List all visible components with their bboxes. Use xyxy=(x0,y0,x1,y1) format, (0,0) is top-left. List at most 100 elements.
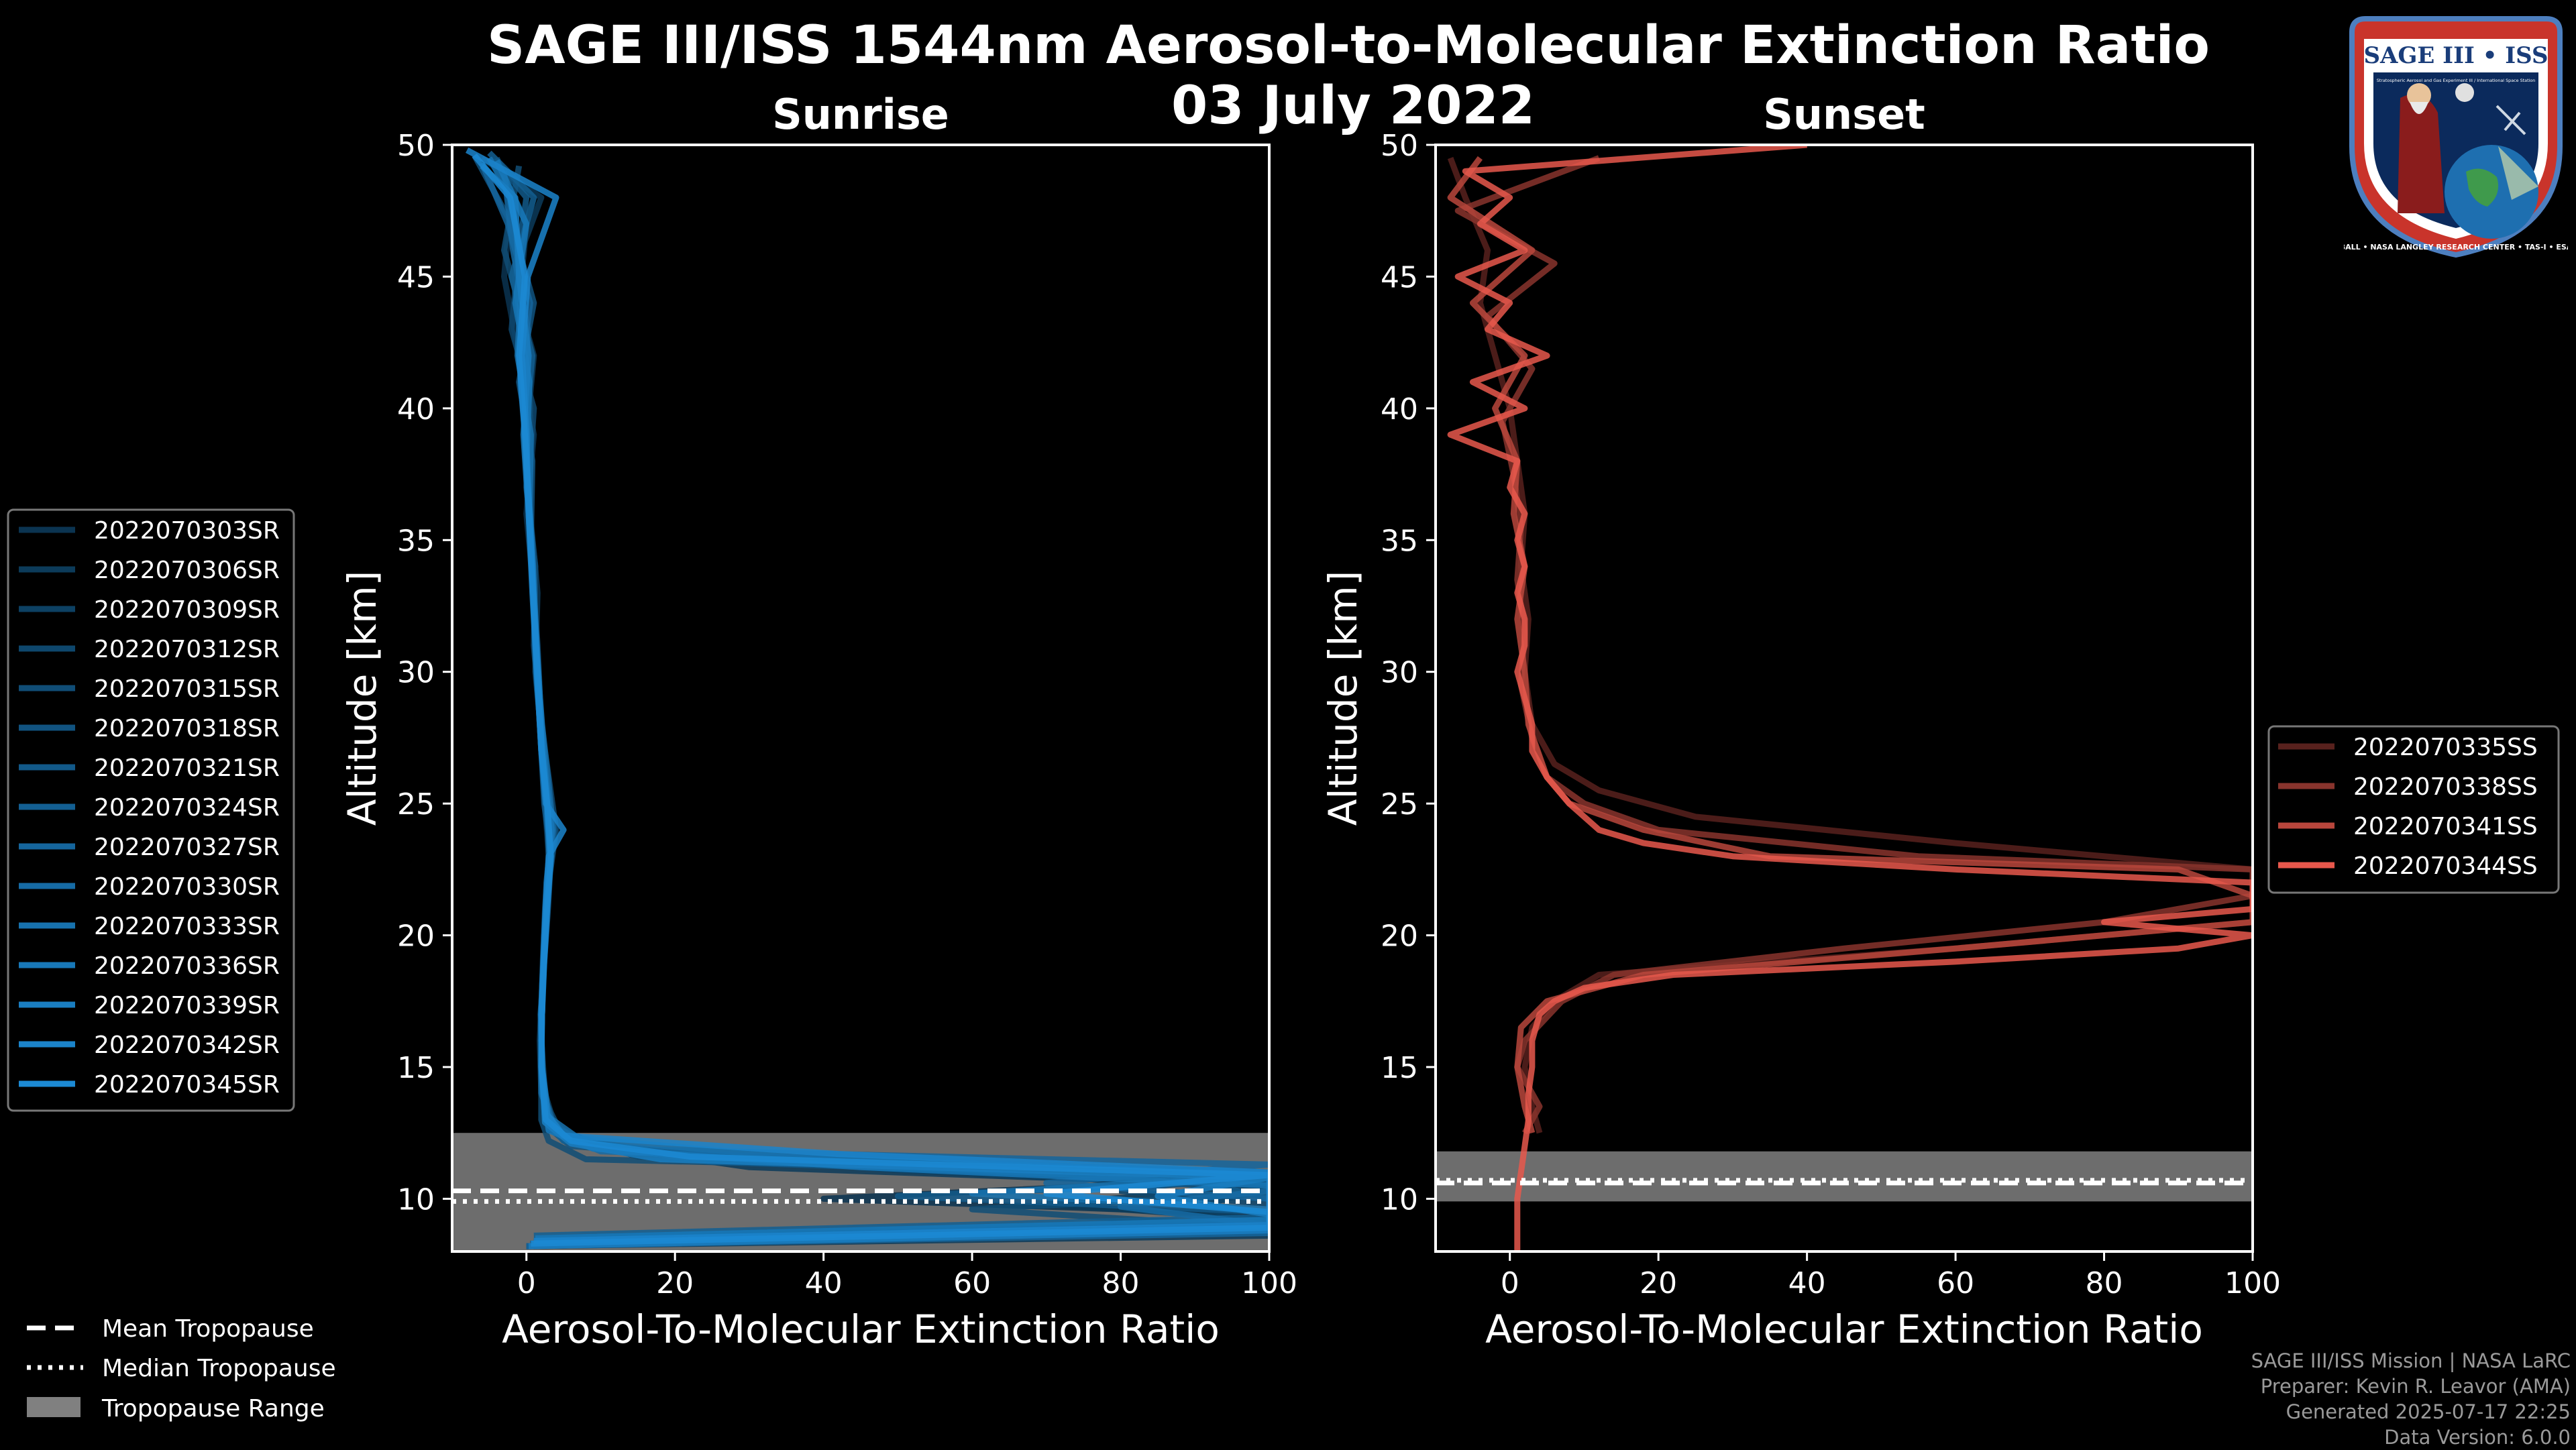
sunset-y-axis-label: Altitude [km] xyxy=(1320,571,1366,826)
sunrise-y-tick-label: 35 xyxy=(397,524,435,558)
sunset-series-2022070335SS xyxy=(1447,157,2253,1134)
sunset-panel-title: Sunset xyxy=(1763,90,1925,139)
sunrise-x-axis-label: Aerosol-To-Molecular Extinction Ratio xyxy=(502,1306,1220,1352)
sunset-legend: 2022070335SS 2022070338SS 2022070341SS 2022… xyxy=(2267,725,2560,894)
sunrise-y-tick-label: 20 xyxy=(397,919,435,954)
sunset-plot-frame xyxy=(1434,144,2254,1253)
sunrise-panel: 0 20 40 60 80 100 10 15 20 25 30 35 40 45 50 Sunrise A… xyxy=(339,90,1297,1352)
credit-preparer: Preparer: Kevin R. Leavor (AMA) xyxy=(2260,1375,2571,1398)
sunset-x-tick-label: 40 xyxy=(1788,1266,1826,1300)
sunrise-y-tick-label: 50 xyxy=(397,129,435,163)
logo-title: SAGE III • ISS xyxy=(2363,42,2548,69)
sunrise-y-tick-label: 40 xyxy=(397,392,435,427)
sunset-y-tick-label: 40 xyxy=(1381,392,1418,427)
sunrise-legend-label: 2022070321SR xyxy=(94,755,280,782)
sunset-x-tick-label: 100 xyxy=(2224,1266,2281,1300)
sunrise-legend-label: 2022070303SR xyxy=(94,517,280,545)
sage-iii-iss-mission-logo: SAGE III • ISS Stratospheric Aerosol and… xyxy=(2344,16,2568,258)
sunrise-legend-label: 2022070330SR xyxy=(94,873,280,901)
sunrise-x-tick-label: 80 xyxy=(1102,1266,1140,1300)
sunset-legend-label: 2022070344SS xyxy=(2353,852,2538,880)
sunrise-series-2022070321SR xyxy=(494,158,1269,1247)
sunrise-series-2022070342SR xyxy=(465,147,1269,1244)
sunrise-y-tick-label: 30 xyxy=(397,656,435,690)
credit-data-version: Data Version: 6.0.0 xyxy=(2384,1426,2571,1449)
sunrise-x-tick-label: 60 xyxy=(953,1266,991,1300)
sunrise-series-2022070306SR xyxy=(480,155,1269,1249)
credit-generated: Generated 2025-07-17 22:25 xyxy=(2286,1400,2571,1423)
sunrise-y-tick-label: 25 xyxy=(397,787,435,822)
sunset-x-axis-label: Aerosol-To-Molecular Extinction Ratio xyxy=(1485,1306,2203,1352)
sunset-tropopause-range-band xyxy=(1436,1151,2253,1202)
sunset-series-2022070341SS xyxy=(1447,156,2253,1134)
credit-mission: SAGE III/ISS Mission | NASA LaRC xyxy=(2251,1349,2571,1372)
sunrise-panel-title: Sunrise xyxy=(772,90,949,139)
sunrise-y-tick-label: 15 xyxy=(397,1051,435,1085)
sunrise-series-2022070330SR xyxy=(501,170,1269,1244)
sunset-y-tick-label: 35 xyxy=(1381,524,1418,558)
sunrise-series-2022070309SR xyxy=(494,156,1269,1247)
sunrise-legend-label: 2022070324SR xyxy=(94,794,280,822)
sunrise-legend-label: 2022070318SR xyxy=(94,715,280,742)
sunrise-y-tick-label: 45 xyxy=(397,260,435,294)
sunrise-legend-label: 2022070306SR xyxy=(94,557,280,584)
sunrise-legend-label: 2022070309SR xyxy=(94,596,280,624)
space-station-icon xyxy=(2496,105,2526,135)
sunset-panel: 0 20 40 60 80 100 10 15 20 25 30 35 40 45 50 Sunset Ae… xyxy=(1320,90,2281,1352)
sunrise-series-2022070333SR xyxy=(486,156,1269,1247)
sunrise-series-2022070324SR xyxy=(487,150,1269,1239)
sunrise-series-2022070303SR xyxy=(486,156,1269,1249)
median-tropopause-legend-label: Median Tropopause xyxy=(102,1355,336,1382)
sunrise-series-2022070315SR xyxy=(501,165,1269,1249)
logo-subtitle: Stratospheric Aerosol and Gas Experiment… xyxy=(2377,78,2536,83)
sunrise-legend-label: 2022070333SR xyxy=(94,913,280,940)
sunrise-series-2022070327SR xyxy=(479,162,1269,1249)
sunrise-series-2022070339SR xyxy=(480,164,1269,1249)
main-title: SAGE III/ISS 1544nm Aerosol-to-Molecular… xyxy=(487,15,2210,76)
sunrise-plot-frame xyxy=(451,144,1271,1253)
sunrise-y-tick-label: 10 xyxy=(397,1182,435,1217)
sunset-x-tick-label: 20 xyxy=(1640,1266,1677,1300)
sunset-legend-label: 2022070335SS xyxy=(2353,734,2538,761)
sunrise-x-tick-label: 20 xyxy=(656,1266,694,1300)
date-subtitle: 03 July 2022 xyxy=(1171,76,1536,136)
sunrise-legend-label: 2022070312SR xyxy=(94,636,280,663)
sunrise-x-tick-label: 100 xyxy=(1241,1266,1297,1300)
sunrise-legend-label: 2022070315SR xyxy=(94,675,280,703)
sunset-x-tick-label: 0 xyxy=(1501,1266,1519,1300)
sunrise-legend-label: 2022070345SR xyxy=(94,1071,280,1099)
sunset-y-tick-label: 45 xyxy=(1381,260,1418,294)
sunset-y-tick-label: 25 xyxy=(1381,787,1418,822)
sunrise-series-2022070336SR xyxy=(494,159,1269,1241)
sunrise-x-tick-label: 40 xyxy=(805,1266,843,1300)
moon-icon xyxy=(2455,83,2474,102)
sunrise-axis-ticks: 0 20 40 60 80 100 10 15 20 25 30 35 40 45 50 xyxy=(397,129,1297,1300)
sunset-series-2022070344SS xyxy=(1447,145,2253,1251)
sunset-y-tick-label: 30 xyxy=(1381,656,1418,690)
sunset-y-tick-label: 15 xyxy=(1381,1051,1418,1085)
tropopause-legend: Mean Tropopause Median Tropopause Tropop… xyxy=(27,1315,336,1423)
sunrise-x-tick-label: 0 xyxy=(517,1266,536,1300)
sunset-axis-ticks: 0 20 40 60 80 100 10 15 20 25 30 35 40 45 50 xyxy=(1381,129,2281,1300)
sunset-y-tick-label: 20 xyxy=(1381,919,1418,954)
sunset-y-tick-label: 50 xyxy=(1381,129,1418,163)
sunrise-legend: 2022070303SR 2022070306SR 2022070309SR 2022… xyxy=(7,508,295,1112)
sunset-legend-label: 2022070338SS xyxy=(2353,773,2538,801)
logo-ring-text: BALL • NASA LANGLEY RESEARCH CENTER • TA… xyxy=(2344,243,2568,252)
sunset-series-group xyxy=(1447,145,2253,1251)
sunrise-legend-label: 2022070327SR xyxy=(94,834,280,861)
sunrise-series-2022070345SR xyxy=(472,153,1269,1247)
sunrise-legend-label: 2022070336SR xyxy=(94,952,280,980)
tropopause-range-legend-label: Tropopause Range xyxy=(101,1395,325,1423)
sunset-legend-label: 2022070341SS xyxy=(2353,813,2538,840)
sunset-x-tick-label: 80 xyxy=(2086,1266,2123,1300)
sunrise-y-axis-label: Altitude [km] xyxy=(339,571,385,826)
sunrise-series-2022070312SR xyxy=(501,170,1269,1244)
mean-tropopause-legend-label: Mean Tropopause xyxy=(102,1315,314,1343)
sunrise-legend-label: 2022070339SR xyxy=(94,992,280,1019)
tropopause-range-legend-swatch xyxy=(27,1397,80,1417)
sunrise-legend-label: 2022070342SR xyxy=(94,1031,280,1059)
sunset-x-tick-label: 60 xyxy=(1937,1266,1974,1300)
sunset-y-tick-label: 10 xyxy=(1381,1182,1418,1217)
